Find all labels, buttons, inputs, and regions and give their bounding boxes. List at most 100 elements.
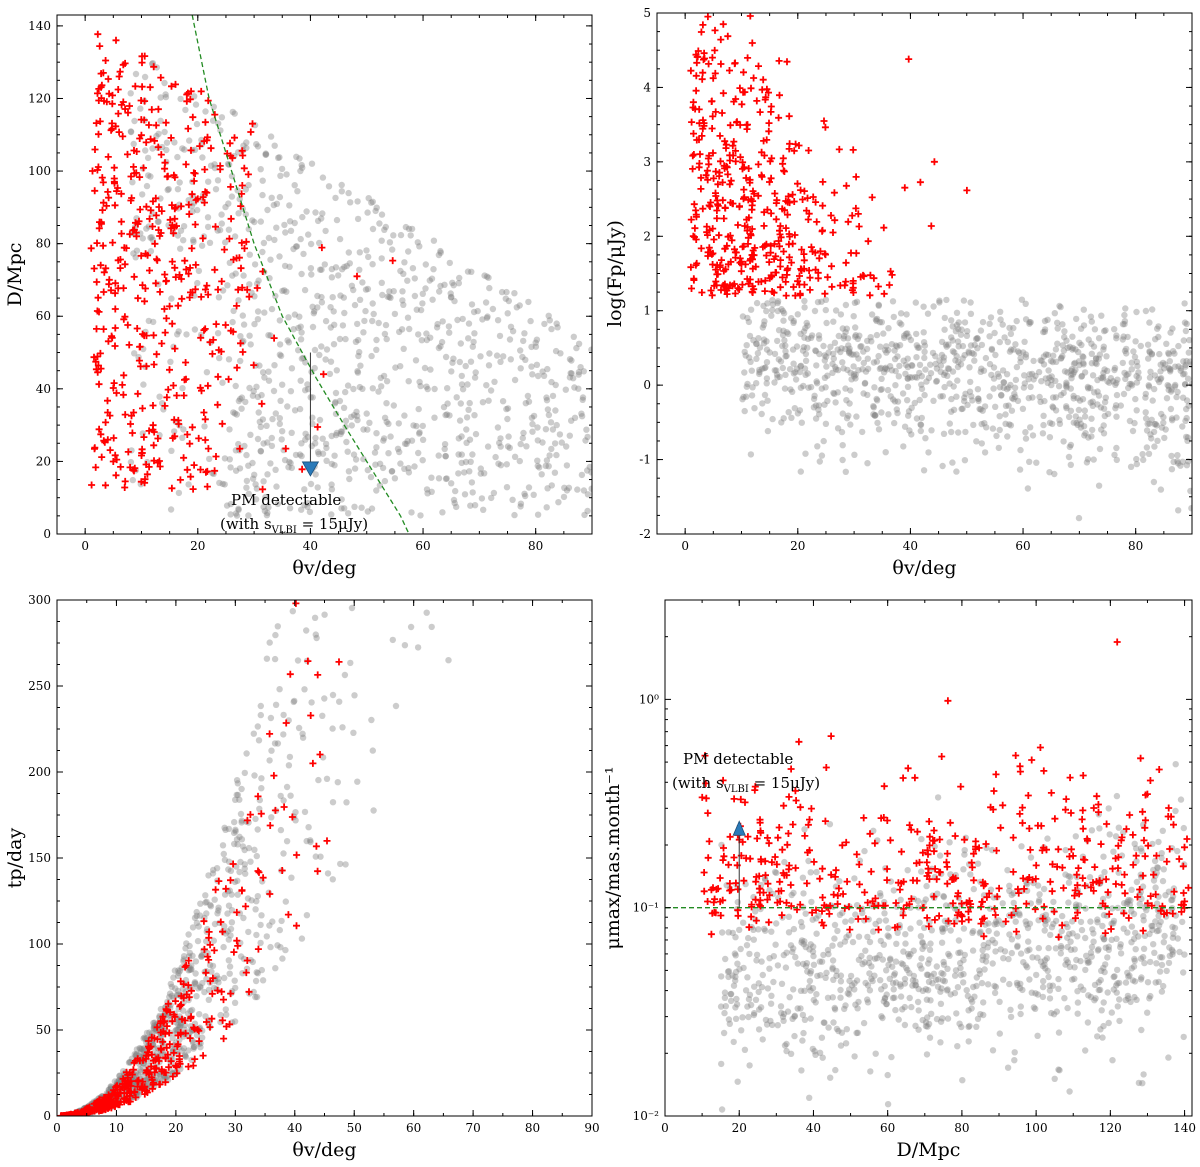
- data-point: [181, 1017, 189, 1024]
- data-point: [1141, 904, 1149, 911]
- data-point: [227, 183, 235, 191]
- data-point: [813, 218, 821, 226]
- data-point: [1067, 385, 1075, 392]
- data-point: [511, 511, 518, 519]
- data-point: [1095, 392, 1103, 399]
- data-point: [702, 171, 710, 179]
- data-point: [398, 326, 406, 333]
- data-point: [794, 311, 801, 318]
- data-point: [581, 511, 588, 519]
- y-tick-label: -1: [639, 453, 651, 467]
- data-point: [892, 367, 899, 375]
- data-point: [99, 206, 106, 214]
- data-point: [391, 475, 399, 482]
- data-point: [712, 168, 720, 175]
- data-point: [263, 655, 271, 662]
- data-point: [979, 956, 986, 964]
- data-point: [437, 249, 444, 256]
- data-point: [752, 996, 760, 1003]
- data-point: [136, 343, 144, 351]
- data-point: [1182, 417, 1189, 425]
- data-point: [117, 463, 125, 471]
- data-point: [140, 381, 147, 388]
- x-tick-label: 0: [53, 1121, 61, 1135]
- data-point: [1104, 954, 1111, 961]
- data-point: [1139, 953, 1147, 961]
- data-point: [948, 395, 955, 403]
- data-point: [950, 406, 958, 413]
- data-point: [823, 363, 830, 370]
- data-point: [155, 1081, 163, 1088]
- data-point: [791, 1012, 799, 1019]
- data-point: [1144, 1009, 1151, 1016]
- data-point: [850, 363, 857, 370]
- data-point: [297, 323, 304, 330]
- data-point: [109, 384, 117, 392]
- data-point: [1063, 337, 1070, 344]
- data-point: [141, 297, 148, 305]
- data-point: [1152, 336, 1159, 343]
- data-point: [1046, 419, 1054, 426]
- data-point: [1044, 379, 1051, 386]
- data-point: [164, 172, 172, 180]
- data-point: [836, 911, 844, 918]
- data-point: [409, 265, 417, 272]
- data-point: [1014, 942, 1021, 949]
- data-point: [215, 294, 223, 301]
- data-point: [78, 1109, 86, 1116]
- data-point: [243, 818, 250, 825]
- data-point: [753, 355, 760, 362]
- data-point: [238, 405, 245, 412]
- data-point: [106, 412, 114, 420]
- data-point: [978, 979, 986, 987]
- data-point: [350, 286, 357, 294]
- data-point: [348, 422, 355, 429]
- data-point: [732, 934, 739, 941]
- data-point: [973, 974, 980, 981]
- data-point: [1065, 899, 1072, 906]
- data-point: [938, 985, 945, 992]
- data-point: [946, 380, 953, 387]
- data-point: [214, 286, 222, 294]
- data-point: [864, 996, 871, 1003]
- data-point: [739, 243, 747, 251]
- data-point: [490, 489, 498, 497]
- data-point: [959, 355, 966, 362]
- data-point: [171, 139, 178, 146]
- data-point: [777, 358, 785, 365]
- data-point: [496, 332, 504, 340]
- data-point: [243, 816, 251, 824]
- data-point: [952, 967, 960, 974]
- data-point: [283, 288, 290, 295]
- data-point: [517, 440, 524, 448]
- data-point: [307, 480, 315, 488]
- data-point: [914, 344, 921, 351]
- data-point: [117, 218, 125, 226]
- data-point: [894, 398, 902, 405]
- data-point: [821, 290, 829, 298]
- data-point: [566, 432, 573, 439]
- data-point: [506, 336, 514, 343]
- data-point: [343, 438, 350, 446]
- data-point: [884, 932, 891, 939]
- data-point: [1056, 1067, 1063, 1074]
- data-point: [818, 1034, 826, 1041]
- data-point: [805, 267, 813, 274]
- data-point: [1180, 358, 1187, 365]
- data-point: [338, 266, 346, 273]
- data-point: [582, 437, 589, 444]
- data-point: [968, 1005, 975, 1012]
- data-point: [941, 326, 948, 333]
- data-point: [734, 284, 742, 292]
- data-point: [1114, 980, 1121, 987]
- data-point: [798, 419, 805, 426]
- data-point: [906, 427, 913, 434]
- data-point: [352, 456, 360, 463]
- data-point: [471, 330, 478, 337]
- data-point: [832, 307, 840, 314]
- data-point: [824, 372, 831, 379]
- data-point: [829, 942, 836, 949]
- data-point: [137, 1068, 144, 1076]
- data-point: [333, 429, 340, 437]
- data-point: [788, 414, 795, 421]
